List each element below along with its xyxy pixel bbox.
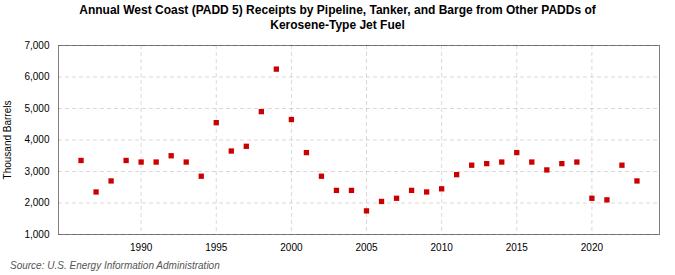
svg-text:Thousand Barrels: Thousand Barrels [2,101,13,180]
svg-text:1990: 1990 [130,242,153,253]
svg-text:5,000: 5,000 [24,103,49,114]
html-text:Source: U.S. Energy Informatio: Source: U.S. Energy Information Administ… [10,260,220,271]
svg-text:3,000: 3,000 [24,166,49,177]
svg-text:4,000: 4,000 [24,134,49,145]
svg-text:2020: 2020 [581,242,604,253]
svg-text:2005: 2005 [355,242,378,253]
svg-text:1995: 1995 [205,242,228,253]
svg-text:2015: 2015 [506,242,529,253]
svg-text:1,000: 1,000 [24,229,49,240]
svg-text:6,000: 6,000 [24,71,49,82]
svg-text:7,000: 7,000 [24,40,49,51]
svg-text:2010: 2010 [431,242,454,253]
svg-text:2000: 2000 [280,242,303,253]
svg-text:2,000: 2,000 [24,197,49,208]
html-text:Annual West Coast (PADD 5) Rec: Annual West Coast (PADD 5) Receipts by P… [79,3,596,32]
